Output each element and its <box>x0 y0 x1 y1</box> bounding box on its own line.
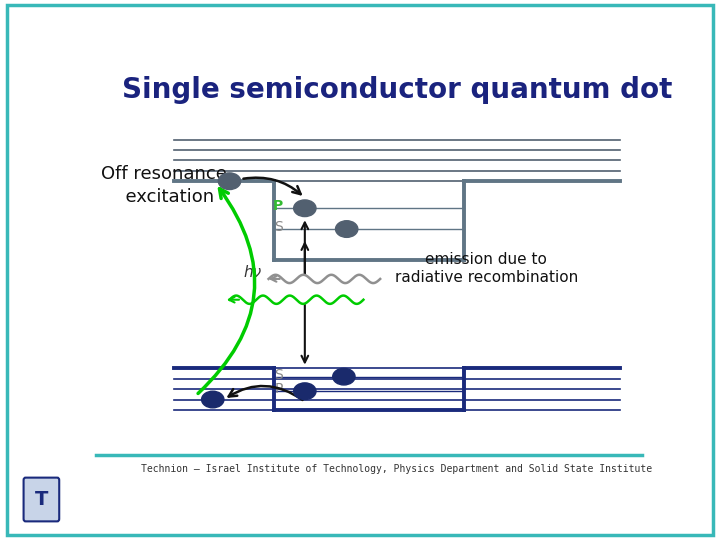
Text: S: S <box>274 220 282 234</box>
Circle shape <box>333 368 355 385</box>
Text: Single semiconductor quantum dot: Single semiconductor quantum dot <box>122 76 672 104</box>
Text: hν: hν <box>244 265 262 280</box>
Circle shape <box>336 221 358 238</box>
Text: P: P <box>274 382 282 396</box>
Text: T: T <box>35 490 48 509</box>
Text: P: P <box>272 199 282 213</box>
Text: emission due to
radiative recombination: emission due to radiative recombination <box>395 252 578 285</box>
Text: S: S <box>274 368 282 382</box>
Circle shape <box>294 383 316 400</box>
Text: Off resonance
  excitation: Off resonance excitation <box>101 165 227 206</box>
Circle shape <box>202 391 224 408</box>
FancyBboxPatch shape <box>24 478 59 522</box>
Circle shape <box>218 173 240 190</box>
Circle shape <box>294 200 316 217</box>
Text: Technion – Israel Institute of Technology, Physics Department and Solid State In: Technion – Israel Institute of Technolog… <box>141 464 652 474</box>
